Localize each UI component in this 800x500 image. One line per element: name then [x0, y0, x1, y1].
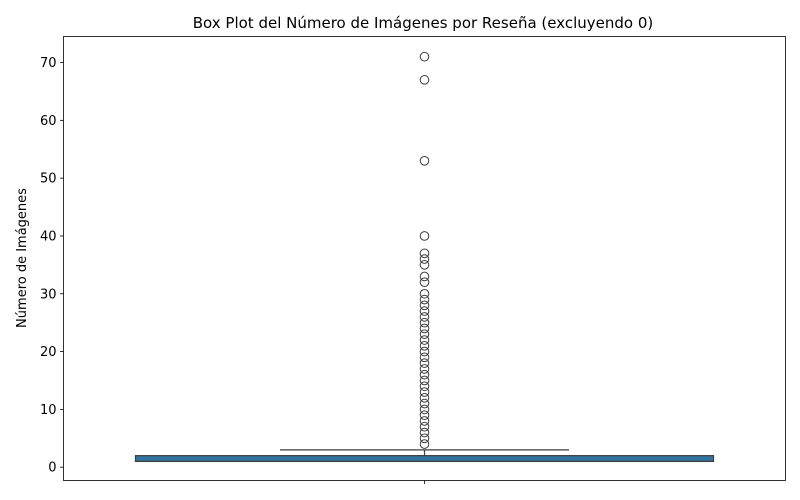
outlier-point [419, 398, 430, 409]
outlier-point [419, 294, 430, 305]
outlier-point [419, 340, 430, 351]
outlier-point [419, 231, 430, 241]
outlier-point [419, 433, 430, 444]
outlier-point [419, 51, 430, 62]
outlier-point [419, 375, 430, 386]
y-axis-ticks: 0 10 20 30 40 50 60 70 [40, 56, 425, 484]
outlier-point [419, 335, 430, 345]
plot-area [134, 51, 715, 463]
y-tick-label: 20 [40, 345, 57, 360]
outlier-point [419, 254, 430, 264]
outlier-point [419, 352, 430, 363]
chart-title: Box Plot del Número de Imágenes por Rese… [193, 14, 654, 32]
plot-frame [63, 36, 786, 481]
outlier-point [419, 410, 430, 420]
y-tick-label: 60 [40, 114, 57, 129]
y-tick-label: 10 [40, 403, 57, 418]
outlier-point [419, 439, 430, 449]
outlier-point [419, 271, 430, 282]
y-tick-label: 70 [40, 56, 57, 71]
y-axis-label: Número de Imágenes [15, 188, 30, 328]
outlier-point [419, 364, 430, 374]
outlier-point [419, 427, 430, 438]
outlier-point [419, 329, 430, 340]
outlier-point [419, 404, 430, 415]
outlier-point [419, 369, 430, 380]
outlier-point [419, 358, 430, 368]
y-tick-label: 40 [40, 229, 57, 244]
outlier-point [419, 421, 430, 432]
outlier-point [419, 300, 430, 311]
outlier-point [419, 312, 430, 322]
outlier-point [419, 260, 430, 270]
outlier-point [419, 346, 430, 357]
outlier-point [419, 277, 430, 288]
outlier-point [419, 248, 430, 259]
outlier-point [419, 393, 430, 403]
outlier-point [419, 387, 430, 397]
outlier-point [419, 306, 430, 316]
outlier-point [419, 75, 430, 85]
outlier-point [419, 416, 430, 426]
y-tick-label: 50 [40, 172, 57, 187]
outlier-point [419, 155, 430, 166]
y-tick-label: 30 [40, 287, 57, 302]
box-iqr [134, 455, 715, 463]
y-tick-label: 0 [48, 461, 56, 476]
outlier-point [419, 317, 430, 328]
outlier-point [419, 381, 430, 392]
outlier-point [419, 323, 430, 334]
outlier-point [419, 288, 430, 299]
